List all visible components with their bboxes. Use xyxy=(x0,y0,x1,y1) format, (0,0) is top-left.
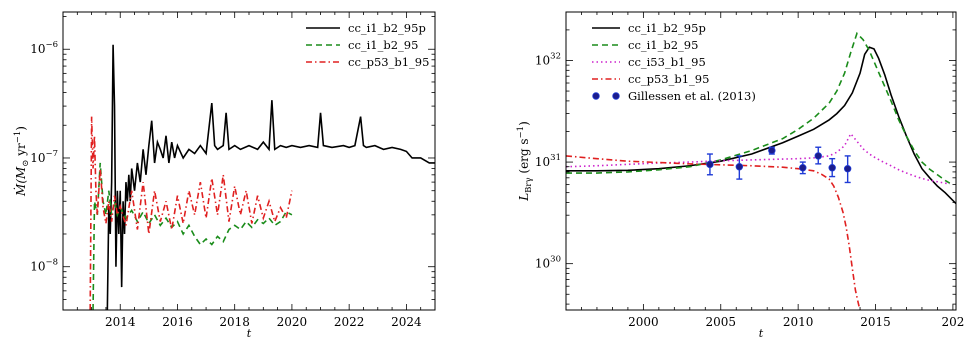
x-tick-label: 2005 xyxy=(705,315,736,329)
observation-point xyxy=(828,164,836,172)
x-tick-label: 2018 xyxy=(219,315,250,329)
x-axis-label: t xyxy=(759,327,764,337)
legend-marker xyxy=(592,92,600,100)
x-tick-label: 2015 xyxy=(860,315,891,329)
series-line-cc_i1_b2_95 xyxy=(566,31,951,184)
x-tick-label: 2020 xyxy=(277,315,308,329)
legend-label: cc_i1_b2_95p xyxy=(348,21,426,35)
series-line-cc_p53_b1_95 xyxy=(566,155,861,310)
y-axis-label: Ṁ(M⊙ yr−1) xyxy=(13,126,31,197)
observation-point xyxy=(768,146,776,155)
x-tick-label: 202 xyxy=(941,315,964,329)
x-axis: 2014 2016 2018 2020 2022 2024 t xyxy=(62,12,436,337)
legend-label: cc_i53_b1_95 xyxy=(628,55,706,69)
panel-right-brgamma-luminosity: 2000 2005 2010 2015 202 t 1030 1031 1032 LBrγ (er… xyxy=(516,11,964,337)
legend-label: cc_p53_b1_95 xyxy=(628,72,709,86)
y-tick-label: 10−7 xyxy=(30,149,58,165)
plot-area xyxy=(89,44,435,310)
x-axis-label: t xyxy=(247,327,252,337)
y-tick-label: 1031 xyxy=(535,153,561,169)
observation-point xyxy=(814,152,822,160)
x-tick-label: 2014 xyxy=(105,315,136,329)
y-tick-label: 1032 xyxy=(535,51,561,67)
x-axis: 2000 2005 2010 2015 202 t xyxy=(565,12,964,337)
legend-label: cc_i1_b2_95p xyxy=(628,21,706,35)
y-tick-label: 10−6 xyxy=(30,40,58,56)
y-axis: 1030 1031 1032 LBrγ (erg s−1) xyxy=(516,11,956,305)
y-tick-label: 1030 xyxy=(535,255,561,271)
series-line-cc_i53_b1_95 xyxy=(566,132,950,185)
series-line-cc_i1_b2_95p xyxy=(566,46,956,205)
series-line-cc_i1_b2_95 xyxy=(92,162,293,310)
observation-point xyxy=(706,160,714,169)
legend-marker xyxy=(612,92,620,100)
y-axis-label: LBrγ (erg s−1) xyxy=(516,121,534,202)
legend-label: Gillessen et al. (2013) xyxy=(628,89,756,103)
legend-label: cc_i1_b2_95 xyxy=(628,38,698,52)
x-tick-label: 2022 xyxy=(334,315,365,329)
legend-label: cc_i1_b2_95 xyxy=(348,38,418,52)
observation-point xyxy=(799,164,807,172)
panel-left-accretion-rate: 2014 2016 2018 2020 2022 2024 t 10−8 10−7 10−6 Ṁ(M… xyxy=(13,11,436,337)
x-tick-label: 2016 xyxy=(162,315,193,329)
x-tick-label: 2024 xyxy=(391,315,422,329)
plot-area xyxy=(566,31,956,310)
legend: cc_i1_b2_95p cc_i1_b2_95 cc_i53_b1_95 cc_p5… xyxy=(592,21,756,103)
y-axis: 10−8 10−7 10−6 Ṁ(M⊙ yr−1) xyxy=(13,16,435,311)
legend: cc_i1_b2_95p cc_i1_b2_95 cc_p53_b1_95 xyxy=(306,21,429,69)
legend-label: cc_p53_b1_95 xyxy=(348,55,429,69)
y-tick-label: 10−8 xyxy=(30,258,58,274)
x-tick-label: 2010 xyxy=(783,315,814,329)
axes-frame xyxy=(565,11,957,311)
x-tick-label: 2000 xyxy=(628,315,659,329)
observation-point xyxy=(843,165,852,173)
series-line-cc_i1_b2_95p xyxy=(106,44,435,310)
observation-point xyxy=(735,163,744,171)
